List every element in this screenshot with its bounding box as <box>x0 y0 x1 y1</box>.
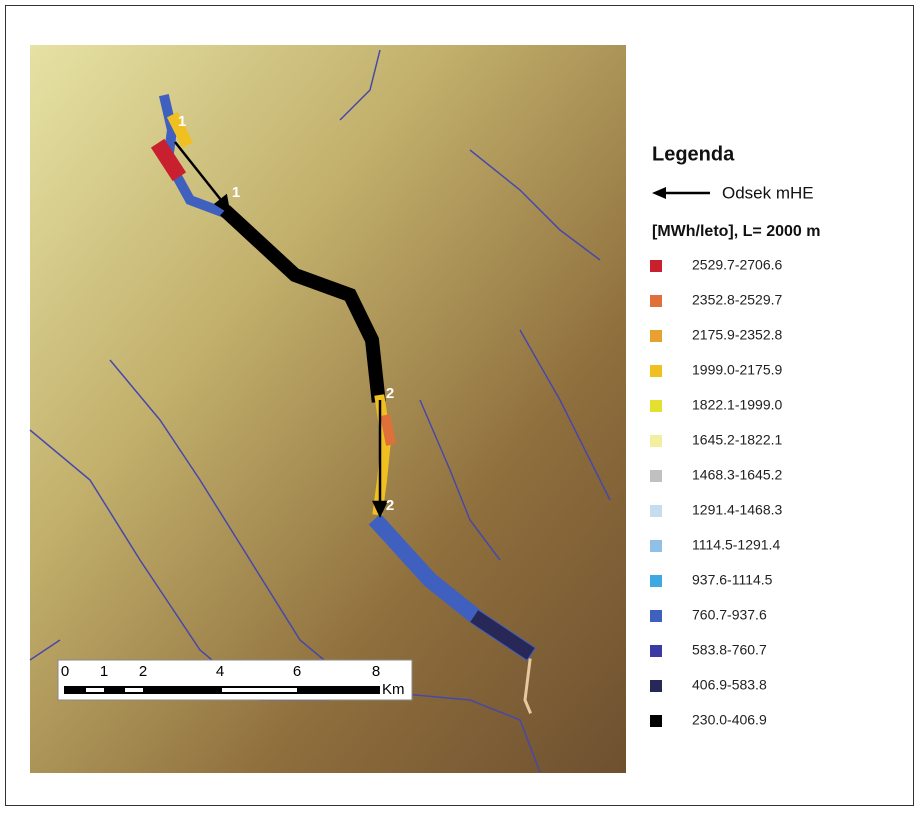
legend-label: 1822.1-1999.0 <box>692 397 783 413</box>
legend-label: 1114.5-1291.4 <box>692 537 780 553</box>
legend-swatch <box>650 540 662 552</box>
legend-label: 2352.8-2529.7 <box>692 292 783 308</box>
legend-label: 1468.3-1645.2 <box>692 467 783 483</box>
legend-swatch <box>650 645 662 657</box>
legend-label: 1291.4-1468.3 <box>692 502 783 518</box>
legend-swatch <box>650 435 662 447</box>
legend-label: 406.9-583.8 <box>692 677 767 693</box>
legend-swatch <box>650 680 662 692</box>
section-marker: 1 <box>178 113 186 130</box>
scale-bar <box>58 660 412 700</box>
legend-swatch <box>650 715 662 727</box>
legend-swatch <box>650 400 662 412</box>
legend-label: 2529.7-2706.6 <box>692 257 783 273</box>
section-marker: 2 <box>386 385 394 402</box>
figure: Legenda Odsek mHE [MWh/leto], L= 2000 m … <box>0 0 919 811</box>
legend-title: Legenda <box>652 143 735 165</box>
arrow-label: Odsek mHE <box>722 183 814 202</box>
scale-tick-label: 6 <box>293 663 301 680</box>
scale-tick-label: 0 <box>61 663 69 680</box>
scale-tick-label: 1 <box>100 663 108 680</box>
legend-label: 583.8-760.7 <box>692 642 767 658</box>
legend-label: 1999.0-2175.9 <box>692 362 783 378</box>
scale-tick-label: 8 <box>372 663 380 680</box>
legend-label: 937.6-1114.5 <box>692 572 773 588</box>
legend-label: 760.7-937.6 <box>692 607 767 623</box>
legend-label: 2175.9-2352.8 <box>692 327 783 343</box>
legend-swatch <box>650 610 662 622</box>
legend-swatch <box>650 505 662 517</box>
section-marker: 2 <box>386 497 394 514</box>
legend-swatch <box>650 330 662 342</box>
legend-swatch <box>650 470 662 482</box>
scale-tick-label: 4 <box>216 663 224 680</box>
legend-label: 1645.2-1822.1 <box>692 432 783 448</box>
legend-swatch <box>650 575 662 587</box>
legend-label: 230.0-406.9 <box>692 712 767 728</box>
scale-unit: Km <box>382 681 405 698</box>
legend-swatch <box>650 365 662 377</box>
section-marker: 1 <box>232 184 240 201</box>
scale-tick-label: 2 <box>139 663 147 680</box>
units-label: [MWh/leto], L= 2000 m <box>652 223 820 240</box>
legend-swatch <box>650 295 662 307</box>
legend-swatch <box>650 260 662 272</box>
